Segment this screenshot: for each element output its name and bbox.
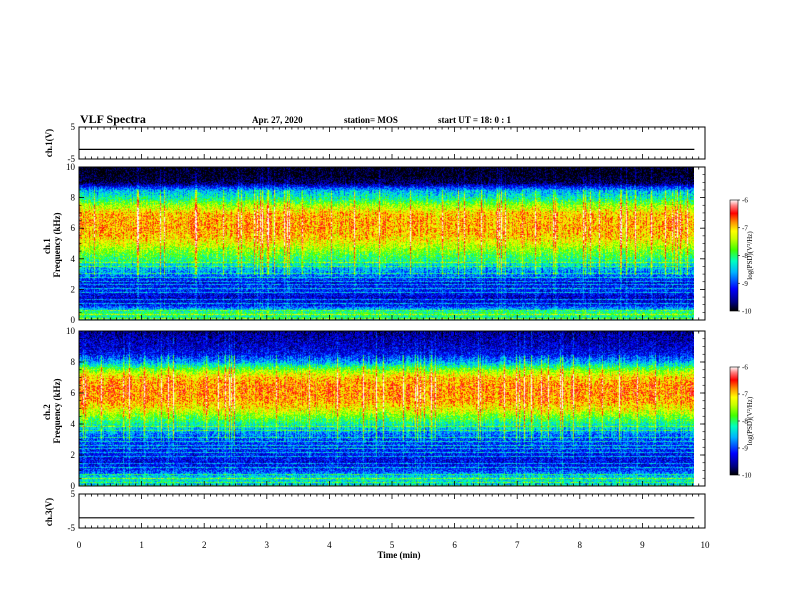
- ch2-ylabel-freq: Frequency (kHz): [52, 378, 62, 443]
- ch2-ylabel-channel: ch.2: [42, 404, 52, 420]
- colorbar-label: log(PSD)(V²/Hz): [746, 231, 754, 280]
- x-axis-label: Time (min): [377, 550, 420, 560]
- x-tick-label: 10: [701, 540, 711, 550]
- x-tick-label: 3: [265, 540, 270, 550]
- ch3-waveform-panel: 5 -50 1 2 3 4 5 6 7 8 9 10: [68, 489, 711, 550]
- y-tick-label: 5: [71, 122, 76, 132]
- spectrogram-raster: [79, 167, 694, 320]
- y-tick-label: -5: [68, 154, 76, 164]
- ch1-colorbar: -6 -7 -8 -9 -10 log(PSD)(V²/Hz): [729, 197, 754, 316]
- x-tick-label: 5: [390, 540, 395, 550]
- ch2-colorbar: -6 -7 -8 -9 -10 log(PSD)(V²/Hz): [729, 364, 754, 480]
- ch1-waveform-panel: 5 -5: [68, 122, 706, 164]
- ch1-ylabel-channel: ch.1: [42, 238, 52, 254]
- ch2-spectrogram-panel: 0 2 4 6 8 10: [66, 326, 706, 491]
- y-tick-label: 10: [66, 326, 76, 336]
- colorbar-tick-label: -6: [742, 197, 748, 205]
- ch2-spectrogram-ylabel: ch.2 Frequency (kHz): [42, 378, 62, 443]
- colorbar-tick-label: -8: [742, 252, 748, 260]
- colorbar-gradient: [729, 366, 739, 476]
- colorbar-tick-label: -9: [742, 280, 748, 288]
- colorbar-tick-label: -8: [742, 418, 748, 426]
- y-tick-label: 2: [71, 450, 76, 460]
- x-tick-label: 4: [327, 540, 332, 550]
- colorbar-tick-label: -6: [742, 364, 748, 372]
- station-label: station= MOS: [344, 115, 398, 125]
- y-tick-label: 8: [71, 193, 76, 203]
- y-tick-label: 4: [71, 419, 76, 429]
- ch1-spectrogram-panel: 0 2 4 6 8 10: [66, 162, 706, 325]
- ch1-spectrogram-ylabel: ch.1 Frequency (kHz): [42, 212, 62, 277]
- colorbar-label: log(PSD)(V²/Hz): [746, 396, 754, 445]
- y-tick-label: 8: [71, 357, 76, 367]
- ch1-ylabel-freq: Frequency (kHz): [52, 212, 62, 277]
- x-tick-label: 8: [578, 540, 583, 550]
- y-tick-label: 5: [71, 489, 76, 499]
- ch3-waveform-ylabel: ch.3(V): [44, 498, 54, 526]
- ch1-waveform-ylabel: ch.1(V): [44, 129, 54, 157]
- colorbar-tick-label: -10: [742, 308, 752, 316]
- spectrogram-raster: [79, 331, 694, 486]
- y-tick-label: 6: [71, 388, 76, 398]
- colorbar-tick-label: -9: [742, 445, 748, 453]
- x-tick-label: 6: [452, 540, 457, 550]
- y-tick-label: 10: [66, 162, 76, 172]
- figure-title: VLF Spectra: [80, 112, 146, 126]
- x-tick-label: 0: [77, 540, 82, 550]
- x-tick-label: 9: [640, 540, 645, 550]
- y-tick-label: 4: [71, 254, 76, 264]
- colorbar-tick-label: -10: [742, 472, 752, 480]
- colorbar-tick-label: -7: [742, 224, 748, 232]
- panel-frame: [78, 493, 706, 529]
- y-tick-label: 2: [71, 284, 76, 294]
- y-tick-label: -5: [68, 523, 76, 533]
- y-tick-label: 0: [71, 315, 76, 325]
- y-tick-label: 6: [71, 223, 76, 233]
- colorbar-tick-label: -7: [742, 391, 748, 399]
- y-tick-label: 0: [71, 481, 76, 491]
- x-tick-label: 2: [202, 540, 207, 550]
- start-time-label: start UT = 18: 0 : 1: [438, 115, 511, 125]
- x-tick-label: 7: [515, 540, 520, 550]
- date-label: Apr. 27, 2020: [252, 115, 303, 125]
- x-tick-label: 1: [139, 540, 144, 550]
- colorbar-gradient: [729, 199, 739, 312]
